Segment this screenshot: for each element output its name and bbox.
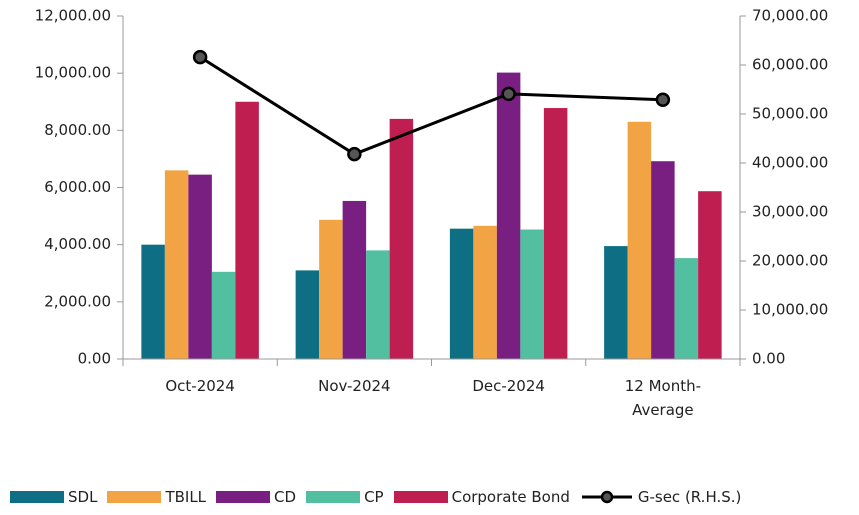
bar (449, 228, 474, 359)
line-marker (655, 92, 671, 108)
bar (651, 161, 675, 359)
y2-tick-label: 40,000.00 (752, 154, 828, 172)
line-marker (347, 146, 362, 162)
legend-label: Corporate Bond (451, 488, 570, 506)
y2-tick-label: 60,000.00 (752, 56, 828, 74)
legend-item: TBILL (107, 488, 206, 506)
legend-swatch (306, 491, 361, 503)
legend-swatch (393, 491, 448, 503)
legend-label: TBILL (165, 488, 207, 506)
y-tick-label: 12,000.00 (35, 7, 111, 25)
x-tick-label: Nov-2024 (318, 377, 391, 395)
bar (520, 229, 544, 359)
bar (627, 121, 652, 359)
legend-item: SDL (10, 488, 97, 506)
bar (496, 72, 521, 359)
x-tick-label: 12 Month-Average (624, 377, 702, 419)
bar (188, 174, 212, 359)
y2-tick-label: 70,000.00 (752, 7, 828, 25)
y-tick-label: 10,000.00 (35, 64, 111, 82)
legend-item: CD (216, 488, 296, 506)
bar (141, 244, 165, 359)
legend-item: G-sec (R.H.S.) (580, 488, 742, 506)
bar (604, 246, 628, 359)
line-marker (192, 49, 208, 65)
bar (473, 225, 497, 359)
legend-swatch (581, 490, 632, 504)
legend-label: G-sec (R.H.S.) (637, 488, 742, 506)
legend: SDL TBILL CD CP Corporate Bond G-sec (R.H.S.) (10, 488, 751, 506)
bar (674, 258, 699, 359)
bar (342, 200, 367, 359)
line (199, 55, 663, 156)
bar (366, 250, 390, 359)
legend-item: CP (306, 488, 384, 506)
y-tick-label: 0.00 (78, 350, 111, 368)
bar (295, 270, 320, 359)
y2-tick-label: 50,000.00 (752, 105, 828, 123)
bar (543, 108, 568, 359)
legend-swatch (216, 491, 271, 503)
bar (698, 191, 722, 359)
legend-swatch (10, 491, 64, 503)
y-tick-label: 4,000.00 (44, 235, 111, 253)
bar (389, 118, 414, 360)
x-tick-label: Dec-2024 (472, 377, 545, 395)
y2-tick-label: 20,000.00 (752, 252, 828, 270)
line-marker (501, 86, 516, 102)
legend-label: CP (364, 488, 384, 506)
legend-label: CD (274, 488, 297, 506)
y-tick-label: 8,000.00 (44, 121, 111, 139)
legend-swatch (107, 491, 162, 503)
bar (235, 101, 259, 359)
y2-tick-label: 30,000.00 (752, 203, 828, 221)
y2-tick-label: 0.00 (752, 350, 785, 368)
y-tick-label: 6,000.00 (44, 178, 111, 196)
legend-item: Corporate Bond (393, 488, 570, 506)
bar (211, 271, 236, 359)
legend-label: SDL (68, 488, 98, 506)
legend-marker (600, 490, 614, 504)
bar (164, 170, 189, 359)
bar (319, 219, 343, 359)
y-tick-label: 2,000.00 (44, 292, 111, 310)
x-tick-label: Oct-2024 (165, 377, 235, 395)
y2-tick-label: 10,000.00 (752, 301, 828, 319)
